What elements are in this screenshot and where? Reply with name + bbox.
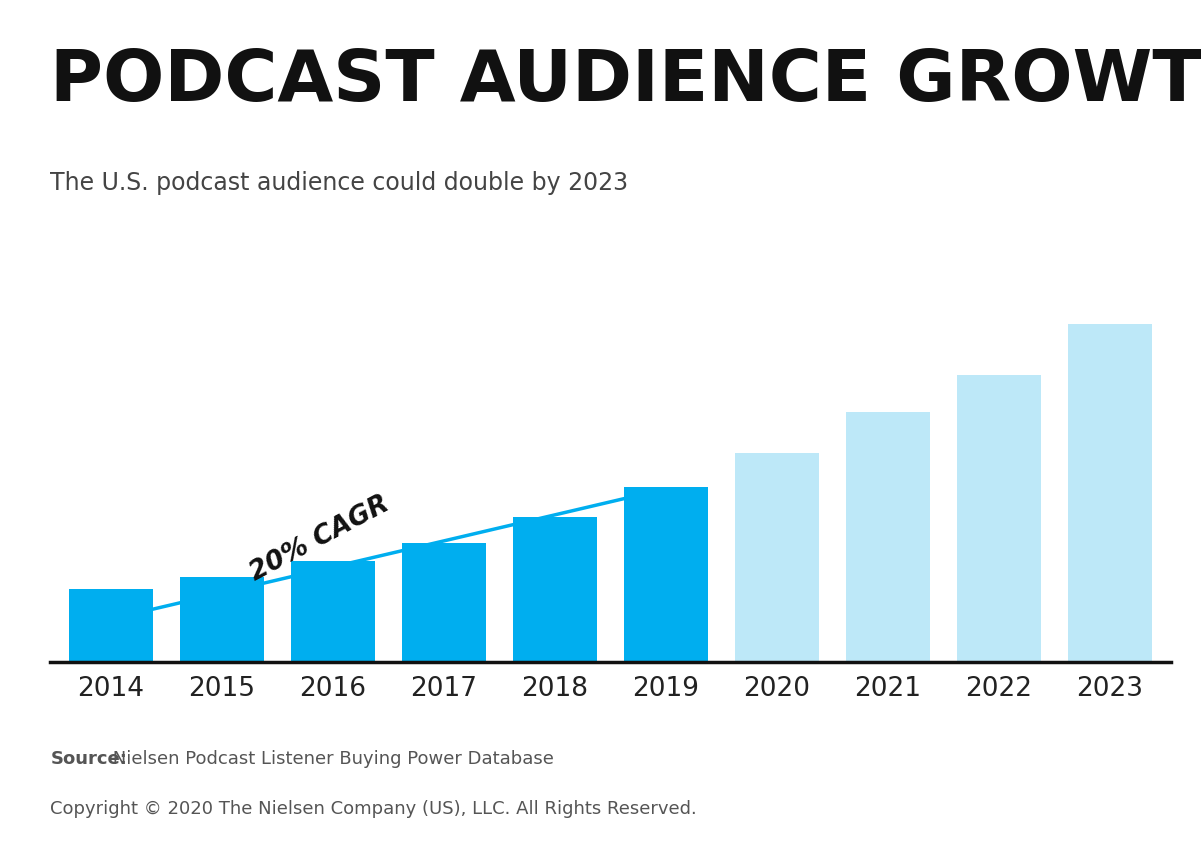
Bar: [292, 561, 375, 662]
Text: The U.S. podcast audience could double by 2023: The U.S. podcast audience could double b…: [50, 171, 628, 195]
Bar: [1069, 325, 1152, 662]
Bar: [402, 542, 485, 662]
Bar: [70, 589, 153, 662]
Bar: [180, 577, 264, 662]
Text: 20% CAGR: 20% CAGR: [245, 491, 393, 586]
Bar: [625, 488, 707, 662]
Bar: [735, 453, 819, 662]
Text: PODCAST AUDIENCE GROWTH RATE: PODCAST AUDIENCE GROWTH RATE: [50, 47, 1201, 117]
Text: Nielsen Podcast Listener Buying Power Database: Nielsen Podcast Listener Buying Power Da…: [107, 750, 554, 768]
Bar: [957, 375, 1040, 662]
Text: n: n: [1086, 15, 1112, 57]
Bar: [513, 518, 597, 662]
Text: Source:: Source:: [50, 750, 127, 768]
Bar: [847, 411, 930, 662]
Text: Copyright © 2020 The Nielsen Company (US), LLC. All Rights Reserved.: Copyright © 2020 The Nielsen Company (US…: [50, 800, 698, 818]
